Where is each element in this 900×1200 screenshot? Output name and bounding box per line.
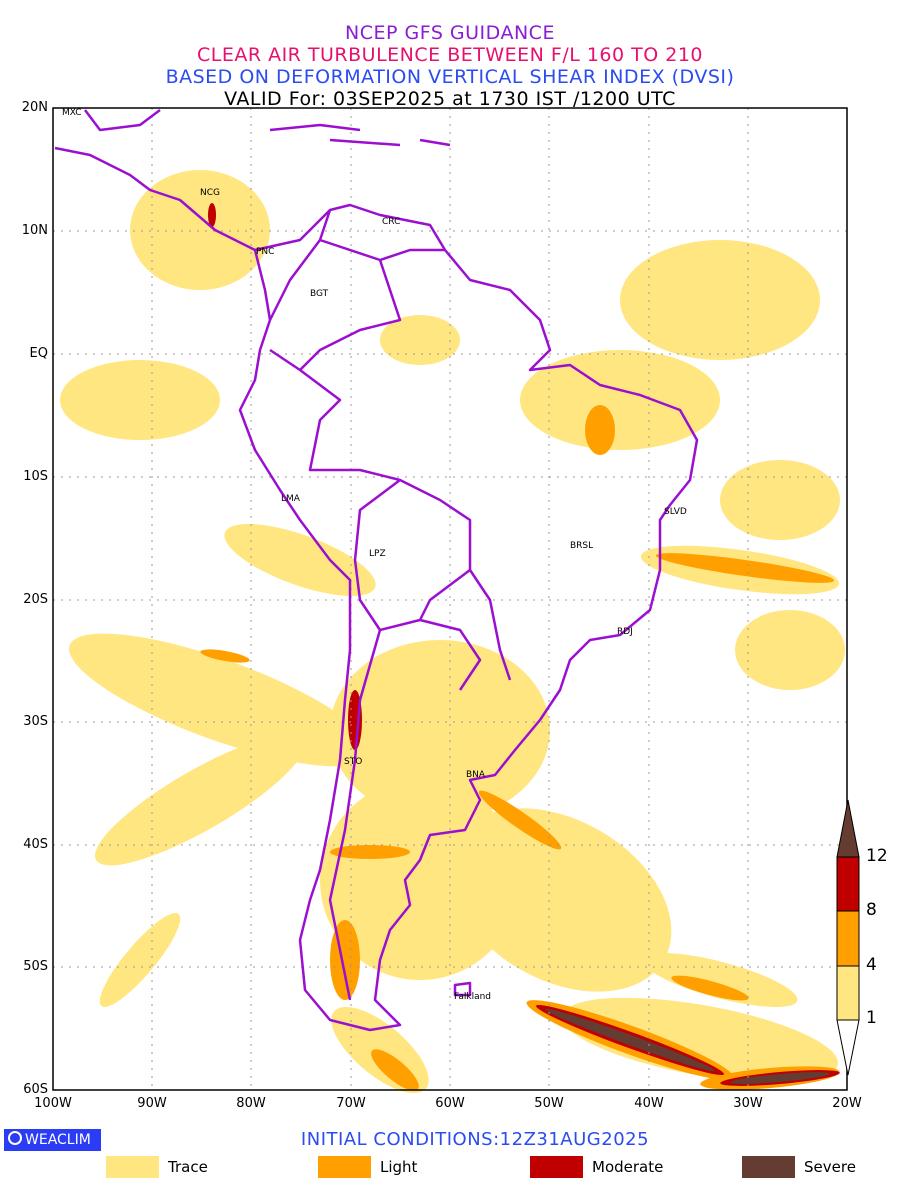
- city-label-panama: PNC: [256, 247, 275, 257]
- lat-label: 10N: [21, 223, 48, 238]
- lon-label: 20W: [832, 1096, 862, 1111]
- legend-swatch: [318, 1156, 371, 1178]
- copyright-icon: [8, 1131, 22, 1145]
- legend-label: Moderate: [592, 1158, 664, 1176]
- lat-label: 10S: [23, 469, 48, 484]
- lat-label: 60S: [23, 1082, 48, 1097]
- lat-label: 40S: [23, 837, 48, 852]
- lat-label: 50S: [23, 959, 48, 974]
- lon-label: 90W: [137, 1096, 167, 1111]
- colorbar-label: 8: [866, 900, 877, 920]
- city-label-falkland: Falkland: [454, 992, 492, 1002]
- colorbar-trace: [836, 965, 860, 1021]
- logo-text: WEACLIM: [25, 1132, 91, 1148]
- map-frame: [52, 107, 848, 1091]
- turbulence-trace-areas: [60, 170, 845, 1094]
- colorbar-none: [836, 1019, 860, 1076]
- city-label-salvador: SLVD: [664, 507, 687, 517]
- city-label-buenos-aires: BNA: [466, 770, 486, 780]
- city-label-caracas: CRC: [382, 217, 401, 227]
- legend-label: Light: [380, 1158, 418, 1176]
- legend-label: Severe: [804, 1158, 856, 1176]
- lon-label: 30W: [733, 1096, 763, 1111]
- colorbar-label: 4: [866, 955, 877, 975]
- colorbar-moderate: [836, 856, 860, 912]
- city-label-brasilia: BRSL: [570, 541, 594, 551]
- colorbar: [836, 799, 860, 1076]
- weaclim-logo: WEACLIM: [4, 1129, 101, 1151]
- city-label-managua: NCG: [200, 188, 220, 198]
- city-label-santiago: STO: [344, 757, 363, 767]
- title-guidance: NCEP GFS GUIDANCE: [345, 22, 555, 44]
- lat-label: 30S: [23, 714, 48, 729]
- lat-label: 20N: [21, 100, 48, 115]
- lon-label: 50W: [534, 1096, 564, 1111]
- legend-label: Trace: [168, 1158, 208, 1176]
- city-label-mexico-city: MXC: [62, 108, 82, 118]
- lat-label: 20S: [23, 592, 48, 607]
- coastlines-and-borders: [54, 109, 699, 1032]
- legend-swatch: [106, 1156, 159, 1178]
- city-label-la-paz: LPZ: [369, 549, 386, 559]
- colorbar-label: 12: [866, 846, 888, 866]
- lon-label: 60W: [435, 1096, 465, 1111]
- colorbar-severe: [836, 799, 860, 858]
- title-product: CLEAR AIR TURBULENCE BETWEEN F/L 160 TO …: [196, 44, 704, 66]
- title-valid-time: VALID For: 03SEP2025 at 1730 IST /1200 U…: [224, 88, 676, 110]
- lon-label: 40W: [634, 1096, 664, 1111]
- city-label-rio-de-janeiro: RDJ: [617, 627, 633, 637]
- colorbar-label: 1: [866, 1008, 877, 1028]
- initial-conditions: INITIAL CONDITIONS:12Z31AUG2025: [300, 1129, 650, 1150]
- legend-swatch: [530, 1156, 583, 1178]
- title-method: BASED ON DEFORMATION VERTICAL SHEAR INDE…: [165, 66, 735, 88]
- legend-swatch: [742, 1156, 795, 1178]
- lon-label: 100W: [34, 1096, 72, 1111]
- city-label-bogota: BGT: [310, 289, 329, 299]
- turbulence-severe-areas: [545, 1008, 830, 1084]
- city-label-lima: LMA: [281, 494, 300, 504]
- colorbar-light: [836, 910, 860, 967]
- lon-label: 70W: [336, 1096, 366, 1111]
- lon-label: 80W: [236, 1096, 266, 1111]
- lat-label: EQ: [29, 346, 48, 361]
